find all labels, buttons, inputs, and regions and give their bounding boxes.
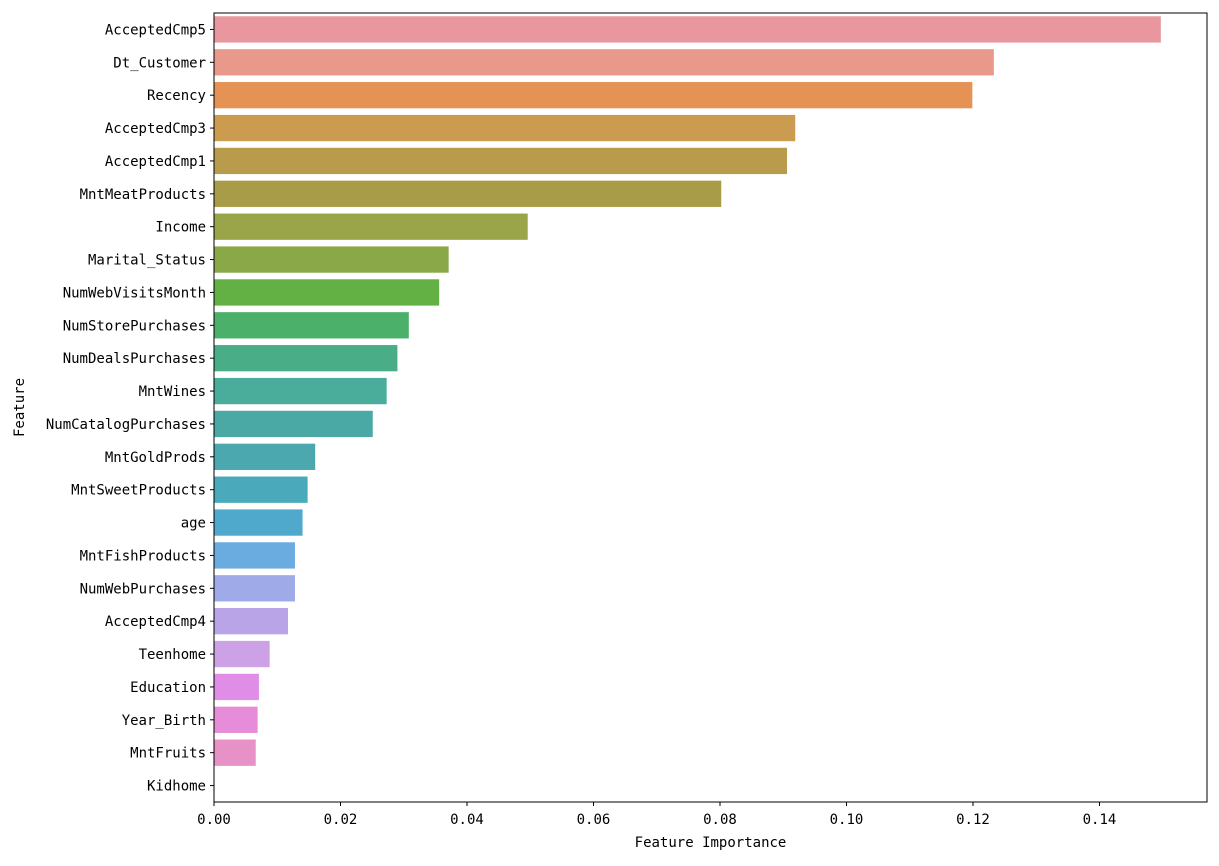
bar-Year_Birth (214, 706, 258, 733)
bar-Dt_Customer (214, 49, 994, 76)
y-tick-label: MntMeatProducts (80, 187, 206, 203)
bar-Income (214, 213, 528, 240)
x-tick-label: 0.06 (577, 812, 611, 828)
y-tick-label: Income (155, 220, 206, 236)
x-tick-label: 0.12 (956, 812, 990, 828)
y-tick-label: Kidhome (147, 779, 206, 795)
y-tick-label: NumWebPurchases (80, 581, 206, 597)
y-tick-label: Teenhome (139, 647, 206, 663)
bar-MntMeatProducts (214, 180, 722, 207)
bar-MntWines (214, 377, 387, 405)
bar-AcceptedCmp5 (214, 16, 1161, 43)
bar-NumDealsPurchases (214, 345, 398, 372)
y-tick-label: MntFruits (130, 746, 206, 762)
y-ticks-layer: AcceptedCmp5 Dt_Customer Recency AcceptedCm… (46, 22, 214, 795)
y-tick-label: NumWebVisitsMonth (63, 285, 206, 301)
plot-frame (213, 12, 1208, 803)
x-tick-label: 0.04 (450, 812, 484, 828)
y-tick-label: NumCatalogPurchases (46, 417, 206, 433)
bar-Teenhome (214, 640, 270, 668)
y-tick-label: NumDealsPurchases (63, 351, 206, 367)
bars-layer (214, 16, 1161, 766)
bar-NumWebPurchases (214, 575, 295, 602)
bar-MntGoldProds (214, 443, 316, 470)
y-tick-label: Recency (147, 88, 206, 104)
x-tick-label: 0.00 (197, 812, 231, 828)
bar-MntFruits (214, 739, 256, 766)
bar-NumCatalogPurchases (214, 410, 373, 438)
y-tick-label: age (181, 516, 206, 532)
y-tick-label: MntFishProducts (80, 548, 206, 564)
bar-NumStorePurchases (214, 312, 409, 339)
bar-Marital_Status (214, 246, 449, 273)
x-ticks-layer: 0.00 0.02 0.04 0.06 0.08 0.10 0.12 0.14 (197, 802, 1116, 828)
x-axis-label: Feature Importance (635, 835, 787, 851)
x-tick-label: 0.14 (1083, 812, 1117, 828)
y-tick-label: AcceptedCmp1 (105, 154, 206, 170)
bar-AcceptedCmp1 (214, 147, 788, 175)
y-tick-label: MntSweetProducts (71, 483, 206, 499)
y-axis-label: Feature (12, 378, 28, 437)
bar-NumWebVisitsMonth (214, 279, 440, 306)
x-tick-label: 0.02 (324, 812, 358, 828)
bar-MntSweetProducts (214, 476, 308, 503)
bar-MntFishProducts (214, 542, 295, 569)
y-tick-label: Dt_Customer (113, 55, 206, 71)
y-tick-label: Marital_Status (88, 253, 206, 269)
y-tick-label: AcceptedCmp4 (105, 614, 206, 630)
y-tick-label: AcceptedCmp5 (105, 22, 206, 38)
y-tick-label: NumStorePurchases (63, 318, 206, 334)
bar-AcceptedCmp4 (214, 608, 289, 635)
y-tick-label: Year_Birth (122, 713, 206, 729)
x-tick-label: 0.10 (830, 812, 864, 828)
bar-age (214, 509, 303, 536)
bar-AcceptedCmp3 (214, 114, 796, 142)
y-tick-label: MntWines (139, 384, 206, 400)
y-tick-label: Education (130, 680, 206, 696)
bar-Education (214, 673, 259, 701)
x-tick-label: 0.08 (703, 812, 737, 828)
y-tick-label: MntGoldProds (105, 450, 206, 466)
y-tick-label: AcceptedCmp3 (105, 121, 206, 137)
bar-Recency (214, 82, 973, 109)
